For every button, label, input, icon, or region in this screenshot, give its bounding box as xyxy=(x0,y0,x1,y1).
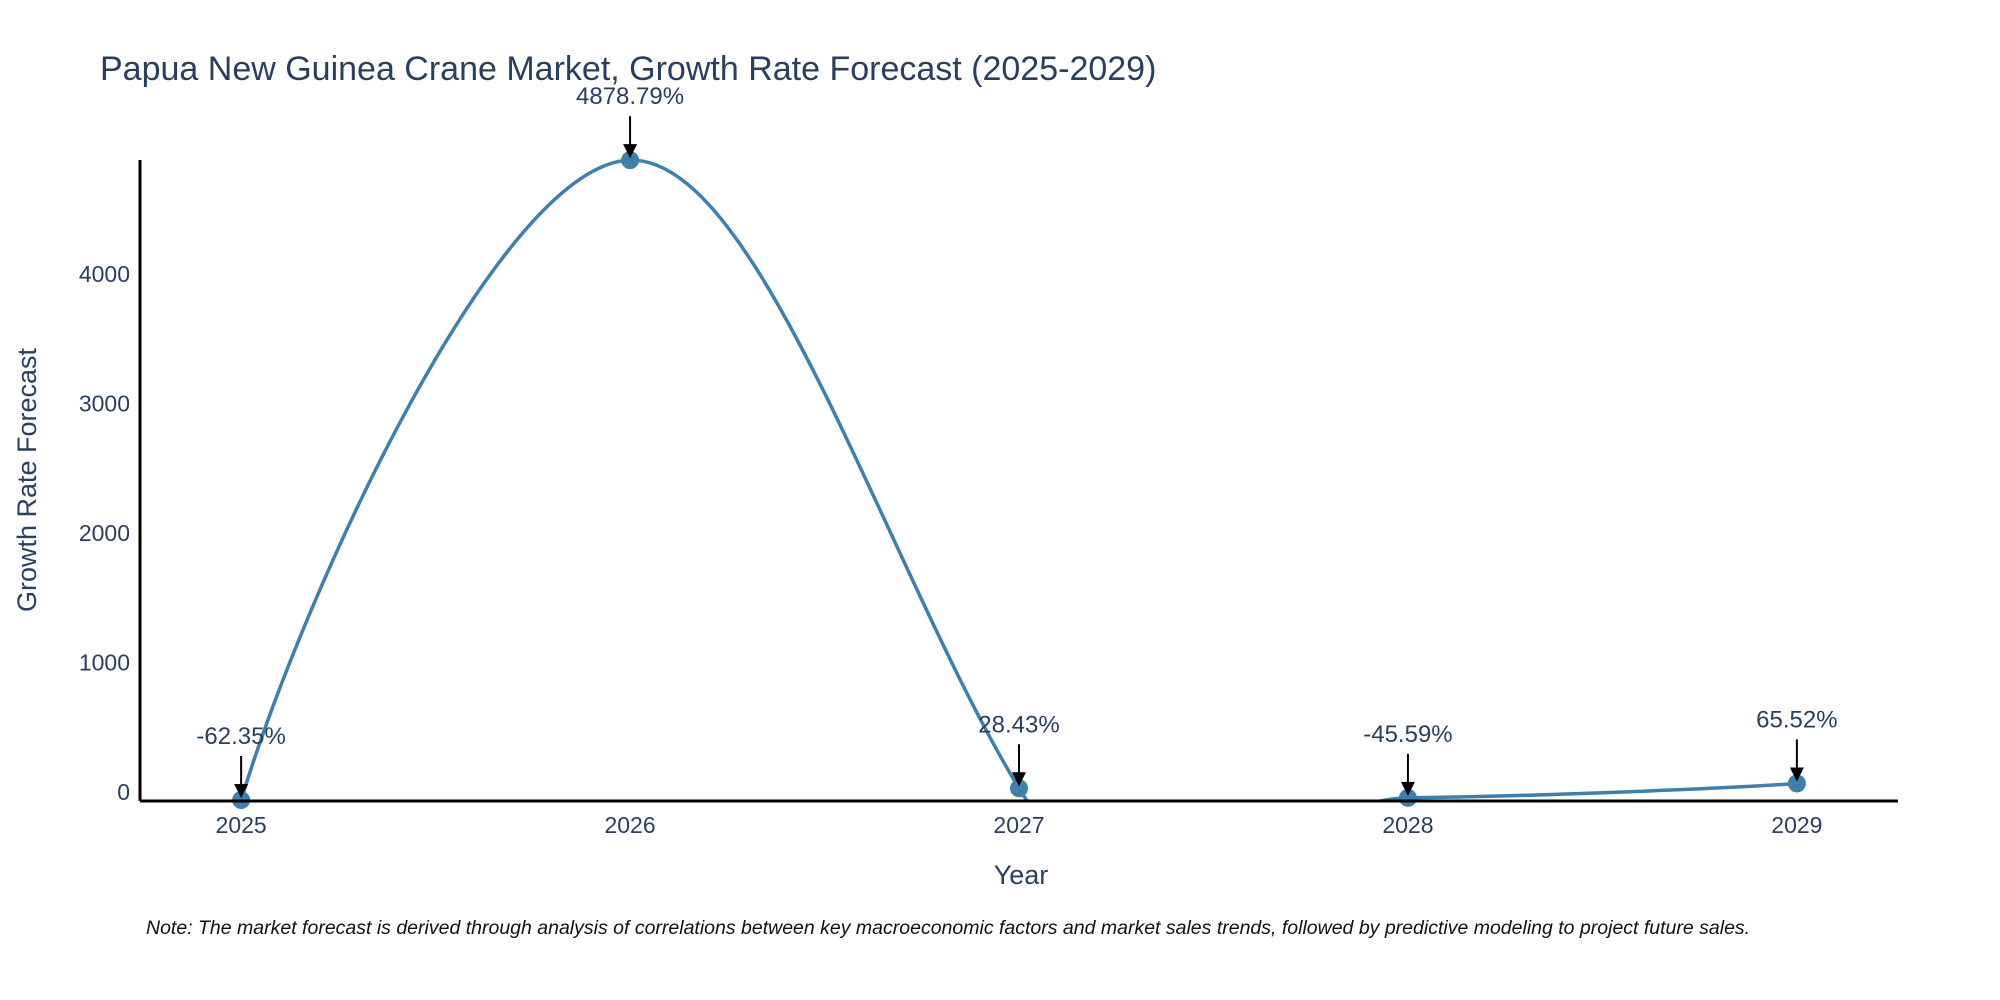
data-label-2027: 28.43% xyxy=(978,711,1059,738)
x-tick-label-2025: 2025 xyxy=(216,812,267,838)
data-label-2028: -45.59% xyxy=(1363,721,1452,748)
x-tick-label-2028: 2028 xyxy=(1382,812,1433,838)
y-tick-label-1000: 1000 xyxy=(79,649,130,675)
plot-area: -62.35% 4878.79% 28.43% -45.59% 65.52% 0 1000 2… xyxy=(79,83,1898,838)
data-point-2026 xyxy=(621,151,640,170)
data-label-2026: 4878.79% xyxy=(576,83,684,110)
annotation-arrowhead-2025 xyxy=(234,784,249,799)
series-line xyxy=(239,158,1798,801)
annotation-arrowhead-2028 xyxy=(1400,781,1415,796)
data-label-2029: 65.52% xyxy=(1756,706,1837,733)
y-tick-label-4000: 4000 xyxy=(79,261,130,287)
chart-title: Papua New Guinea Crane Market, Growth Ra… xyxy=(100,50,1156,88)
data-label-2025: -62.35% xyxy=(196,723,285,750)
data-point-2029 xyxy=(1787,774,1806,793)
y-tick-label-0: 0 xyxy=(117,779,130,805)
x-tick-label-2027: 2027 xyxy=(993,812,1044,838)
annotation-arrowhead-2027 xyxy=(1012,772,1026,787)
y-tick-label-3000: 3000 xyxy=(79,390,130,416)
annotation-arrowhead-2026 xyxy=(623,144,638,159)
y-tick-label-2000: 2000 xyxy=(79,520,130,546)
x-tick-label-2029: 2029 xyxy=(1771,812,1822,838)
x-tick-label-2026: 2026 xyxy=(604,812,655,838)
annotation-arrowhead-2029 xyxy=(1789,767,1804,782)
footnote: Note: The market forecast is derived thr… xyxy=(146,917,1751,939)
data-point-2027 xyxy=(1010,779,1028,798)
x-axis-title: Year xyxy=(994,860,1049,890)
y-axis-title: Growth Rate Forecast xyxy=(12,347,42,612)
